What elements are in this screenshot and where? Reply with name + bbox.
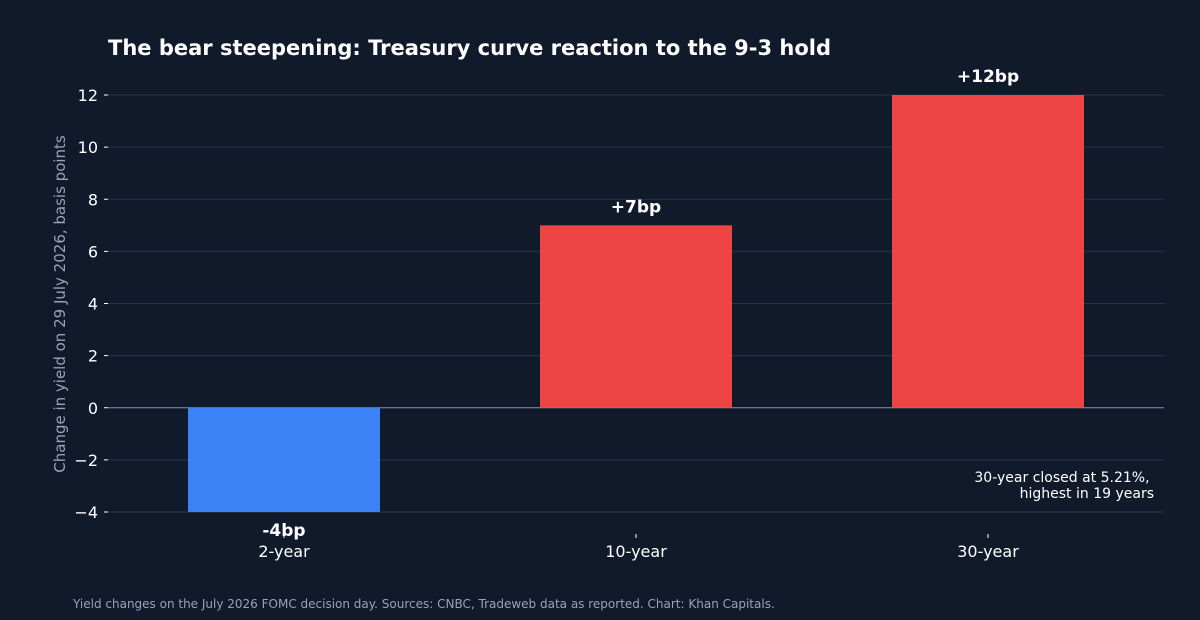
y-tick-label: 2 xyxy=(88,347,98,366)
data-label: -4bp xyxy=(262,521,305,541)
data-label: +12bp xyxy=(957,67,1019,87)
x-tick-label: 10-year xyxy=(605,542,667,561)
bar-30-year xyxy=(892,95,1084,408)
data-labels: -4bp +7bp +12bp xyxy=(262,67,1019,541)
y-axis-label: Change in yield on 29 July 2026, basis p… xyxy=(51,135,69,473)
y-axis-ticks: −4 −2 0 2 4 6 8 10 12 xyxy=(74,86,108,522)
annotation-note: 30-year closed at 5.21%, highest in 19 y… xyxy=(974,470,1154,502)
chart-title: The bear steepening: Treasury curve reac… xyxy=(108,36,831,60)
y-tick-label: 4 xyxy=(88,295,98,314)
bars xyxy=(188,95,1084,512)
y-tick-label: −4 xyxy=(74,503,98,522)
bar-2-year xyxy=(188,407,380,512)
source-footer: Yield changes on the July 2026 FOMC deci… xyxy=(72,597,775,611)
x-tick-label: 30-year xyxy=(957,542,1019,561)
y-tick-label: 10 xyxy=(78,138,98,157)
x-tick-label: 2-year xyxy=(258,542,310,561)
x-axis-ticks: 2-year 10-year 30-year xyxy=(258,534,1019,561)
bar-10-year xyxy=(540,225,732,408)
y-tick-label: 8 xyxy=(88,190,98,209)
y-tick-label: 6 xyxy=(88,242,98,261)
data-label: +7bp xyxy=(611,197,661,217)
y-tick-label: 12 xyxy=(78,86,98,105)
annotation-line-1: 30-year closed at 5.21%, xyxy=(974,470,1149,486)
y-tick-label: −2 xyxy=(74,451,98,470)
y-tick-label: 0 xyxy=(88,399,98,418)
annotation-line-2: highest in 19 years xyxy=(1020,486,1154,502)
